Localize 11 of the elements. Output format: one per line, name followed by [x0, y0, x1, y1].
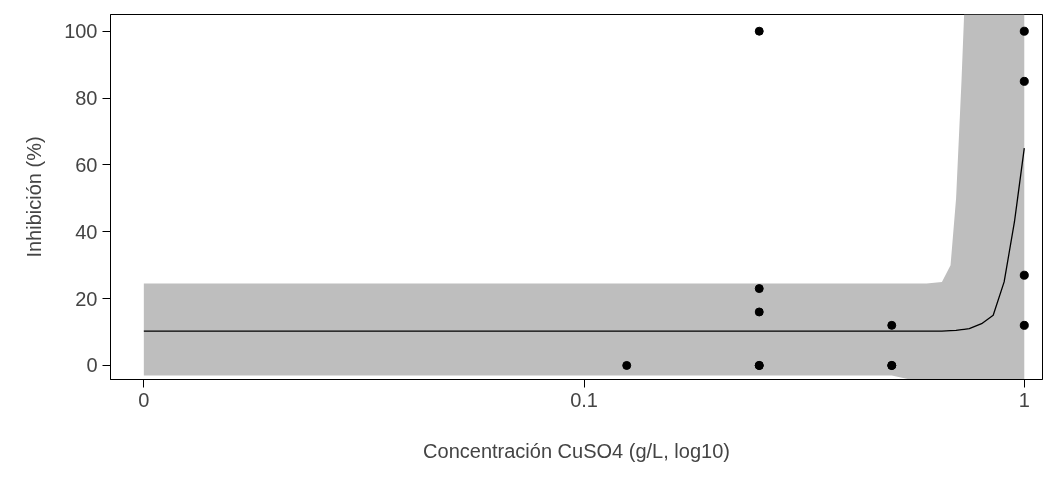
y-tick-label: 40 — [75, 220, 98, 243]
x-tick-label: 0 — [138, 388, 150, 411]
y-tick-label: 100 — [64, 20, 98, 43]
y-tick-label: 60 — [75, 153, 98, 176]
x-axis-title: Concentración CuSO4 (g/L, log10) — [423, 439, 730, 462]
y-tick-label: 20 — [75, 287, 98, 310]
x-tick-label: 1 — [1018, 388, 1030, 411]
y-tick-label: 0 — [86, 354, 98, 377]
y-axis-title: Inhibición (%) — [23, 136, 46, 258]
y-tick-label: 80 — [75, 87, 98, 110]
x-tick-label: 0.1 — [570, 388, 598, 411]
